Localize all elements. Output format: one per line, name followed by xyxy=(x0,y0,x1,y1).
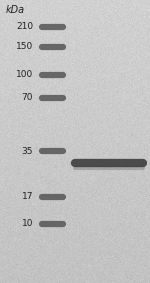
Text: kDa: kDa xyxy=(5,5,25,15)
Text: 150: 150 xyxy=(16,42,33,51)
Text: 70: 70 xyxy=(21,93,33,102)
Text: 100: 100 xyxy=(16,70,33,80)
Text: 35: 35 xyxy=(21,147,33,156)
Text: 17: 17 xyxy=(21,192,33,201)
Text: 10: 10 xyxy=(21,219,33,228)
Text: 210: 210 xyxy=(16,22,33,31)
